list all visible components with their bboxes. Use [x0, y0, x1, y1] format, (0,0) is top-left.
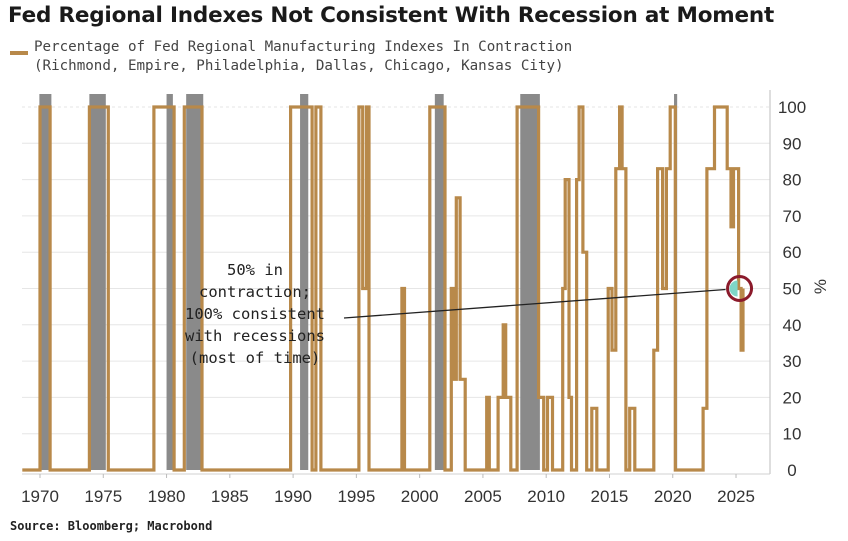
chart-title: Fed Regional Indexes Not Consistent With… [8, 3, 775, 28]
annotation-line: (most of time) [190, 349, 321, 367]
legend-line-1: Percentage of Fed Regional Manufacturing… [34, 39, 573, 55]
recession-band [186, 94, 204, 470]
y-tick-label: 90 [783, 134, 802, 153]
y-tick-label: 80 [783, 171, 802, 190]
y-tick-label: 20 [783, 388, 802, 407]
y-tick-label: 100 [778, 98, 806, 117]
recession-band [520, 94, 540, 470]
y-tick-label: 30 [783, 352, 802, 371]
y-tick-label: 60 [783, 243, 802, 262]
recession-band [166, 94, 173, 470]
recession-band [434, 94, 444, 470]
recession-band [300, 94, 309, 470]
series-line [22, 105, 745, 472]
annotation-line: 100% consistent [185, 305, 325, 323]
y-axis: 0 10 20 30 40 50 60 70 80 90 100% [778, 98, 830, 480]
annotation-leader-line [343, 288, 726, 319]
recession-bands [39, 94, 678, 470]
annotation-line: 50% in [227, 261, 283, 279]
x-tick-label: 1970 [21, 487, 59, 506]
y-tick-label: 40 [783, 316, 802, 335]
annotation: 50% in contraction; 100% consistent with re… [185, 261, 754, 367]
annotation-line: contraction; [199, 283, 311, 301]
x-tick-label: 2005 [464, 487, 502, 506]
legend-text: Percentage of Fed Regional Manufacturing… [34, 38, 572, 76]
y-tick-label: 0 [787, 461, 796, 480]
legend-swatch [10, 51, 28, 55]
x-axis: 1970 1975 1980 1985 1990 1995 2000 2005 2010 2015… [21, 474, 755, 506]
x-tick-label: 1980 [148, 487, 186, 506]
x-tick-label: 2000 [401, 487, 439, 506]
x-tick-label: 1990 [274, 487, 312, 506]
annotation-line: with recessions [185, 327, 325, 345]
plot-frame [22, 90, 771, 475]
x-tick-label: 1995 [337, 487, 375, 506]
recession-band [39, 94, 52, 470]
x-tick-label: 2025 [717, 487, 755, 506]
y-tick-label: 50 [783, 280, 802, 299]
x-tick-label: 1985 [211, 487, 249, 506]
legend-line-2: (Richmond, Empire, Philadelphia, Dallas,… [34, 58, 564, 74]
gridlines [22, 106, 770, 435]
y-tick-label: 10 [783, 425, 802, 444]
recession-band [89, 94, 106, 470]
y-tick-label: 70 [783, 207, 802, 226]
source-note: Source: Bloomberg; Macrobond [10, 519, 213, 533]
x-tick-label: 1975 [84, 487, 122, 506]
highlight-fill [729, 280, 738, 297]
y-unit-label: % [811, 279, 830, 294]
highlight-circle [726, 275, 754, 302]
x-tick-label: 2010 [527, 487, 565, 506]
x-tick-label: 2015 [591, 487, 629, 506]
x-tick-label: 2020 [654, 487, 692, 506]
